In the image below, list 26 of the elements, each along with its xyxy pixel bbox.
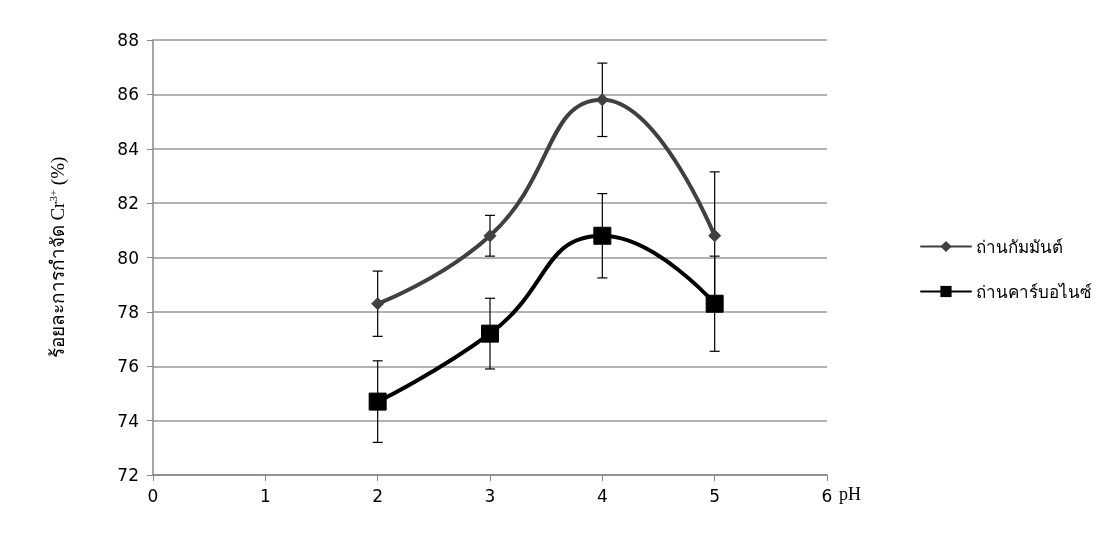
point (368, 392, 387, 411)
x-tick-label: 0 (147, 485, 159, 506)
y-tick-label: 84 (117, 138, 139, 159)
y-tick-label: 76 (117, 356, 139, 377)
legend-label: ถ่านกัมมันต์ (976, 236, 1063, 257)
y-tick-label: 78 (117, 301, 139, 322)
x-tick-label: 5 (709, 485, 721, 506)
x-tick-label: 4 (596, 485, 608, 506)
x-tick-label: 1 (259, 485, 271, 506)
y-tick-label: 82 (117, 193, 139, 214)
point (705, 294, 724, 313)
point (371, 297, 385, 311)
point (708, 229, 722, 243)
point (593, 226, 612, 245)
y-tick-label: 72 (117, 465, 139, 485)
x-axis-title: pH (839, 484, 861, 504)
y-tick-label: 86 (117, 84, 139, 105)
x-tick-label: 2 (372, 485, 384, 506)
legend-label: ถ่านคาร์บอไนซ์ (976, 281, 1092, 302)
x-tick-label: 3 (484, 485, 496, 506)
x-tick-label: 6 (821, 485, 833, 506)
y-tick-label: 80 (117, 247, 139, 268)
y-tick-label: 74 (117, 410, 139, 431)
point (481, 324, 499, 343)
y-tick-label: 88 (117, 30, 139, 50)
point (483, 229, 497, 243)
